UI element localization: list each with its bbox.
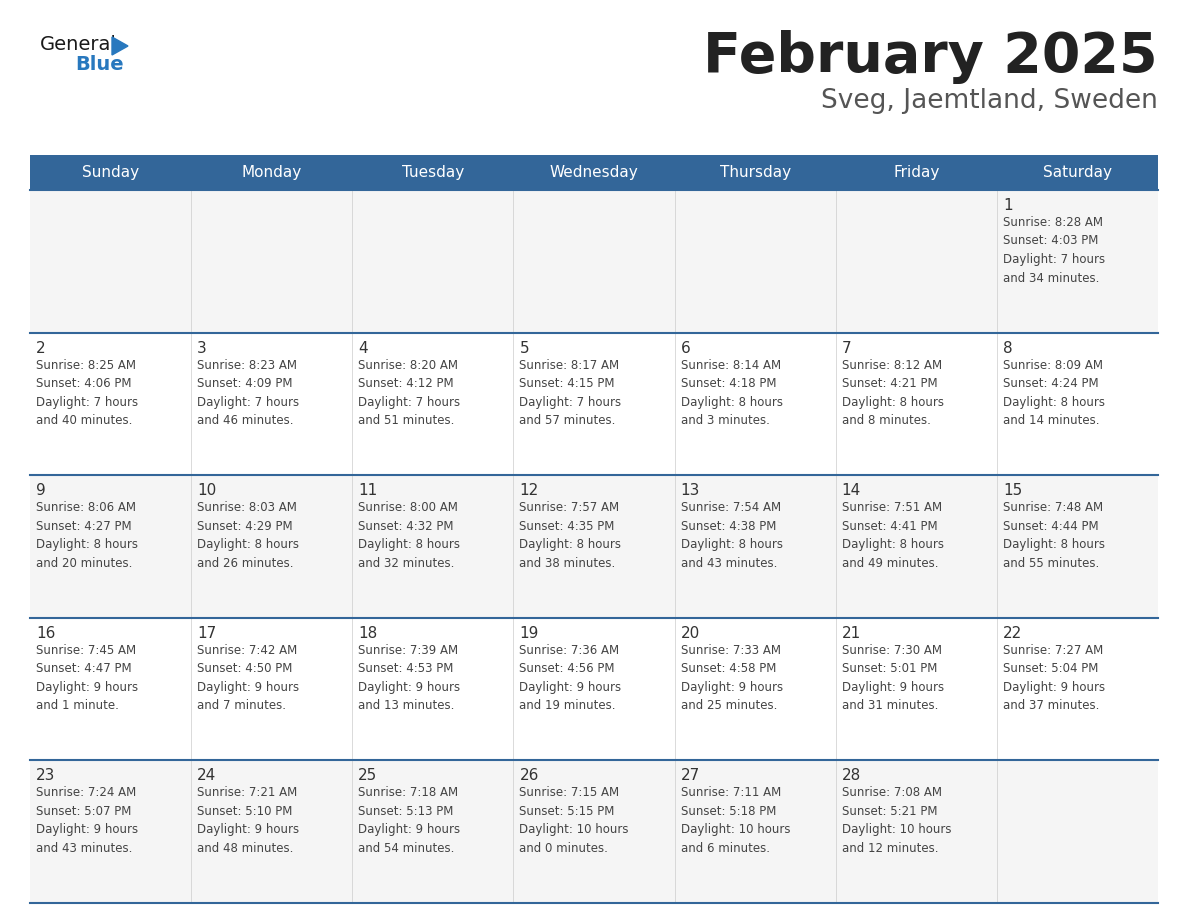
Text: Sunrise: 7:33 AM
Sunset: 4:58 PM
Daylight: 9 hours
and 25 minutes.: Sunrise: 7:33 AM Sunset: 4:58 PM Dayligh… bbox=[681, 644, 783, 712]
Text: 19: 19 bbox=[519, 626, 539, 641]
Text: 8: 8 bbox=[1003, 341, 1012, 355]
Text: Sunrise: 7:45 AM
Sunset: 4:47 PM
Daylight: 9 hours
and 1 minute.: Sunrise: 7:45 AM Sunset: 4:47 PM Dayligh… bbox=[36, 644, 138, 712]
Text: Blue: Blue bbox=[75, 55, 124, 74]
Text: Saturday: Saturday bbox=[1043, 165, 1112, 180]
Text: Tuesday: Tuesday bbox=[402, 165, 465, 180]
Text: Sunrise: 7:57 AM
Sunset: 4:35 PM
Daylight: 8 hours
and 38 minutes.: Sunrise: 7:57 AM Sunset: 4:35 PM Dayligh… bbox=[519, 501, 621, 570]
Text: 15: 15 bbox=[1003, 483, 1022, 498]
Text: Sunrise: 7:51 AM
Sunset: 4:41 PM
Daylight: 8 hours
and 49 minutes.: Sunrise: 7:51 AM Sunset: 4:41 PM Dayligh… bbox=[842, 501, 943, 570]
Text: 16: 16 bbox=[36, 626, 56, 641]
Text: 3: 3 bbox=[197, 341, 207, 355]
Text: Wednesday: Wednesday bbox=[550, 165, 638, 180]
Bar bbox=[30, 190, 1158, 332]
Text: Sunrise: 7:15 AM
Sunset: 5:15 PM
Daylight: 10 hours
and 0 minutes.: Sunrise: 7:15 AM Sunset: 5:15 PM Dayligh… bbox=[519, 787, 628, 855]
Text: Sunrise: 8:14 AM
Sunset: 4:18 PM
Daylight: 8 hours
and 3 minutes.: Sunrise: 8:14 AM Sunset: 4:18 PM Dayligh… bbox=[681, 359, 783, 427]
Text: Sunrise: 7:11 AM
Sunset: 5:18 PM
Daylight: 10 hours
and 6 minutes.: Sunrise: 7:11 AM Sunset: 5:18 PM Dayligh… bbox=[681, 787, 790, 855]
Text: Sunrise: 7:24 AM
Sunset: 5:07 PM
Daylight: 9 hours
and 43 minutes.: Sunrise: 7:24 AM Sunset: 5:07 PM Dayligh… bbox=[36, 787, 138, 855]
Text: Sunrise: 7:21 AM
Sunset: 5:10 PM
Daylight: 9 hours
and 48 minutes.: Sunrise: 7:21 AM Sunset: 5:10 PM Dayligh… bbox=[197, 787, 299, 855]
Text: 7: 7 bbox=[842, 341, 852, 355]
Text: Sunrise: 7:39 AM
Sunset: 4:53 PM
Daylight: 9 hours
and 13 minutes.: Sunrise: 7:39 AM Sunset: 4:53 PM Dayligh… bbox=[359, 644, 461, 712]
Text: 10: 10 bbox=[197, 483, 216, 498]
Text: 20: 20 bbox=[681, 626, 700, 641]
Text: 21: 21 bbox=[842, 626, 861, 641]
Bar bbox=[30, 155, 1158, 190]
Text: 23: 23 bbox=[36, 768, 56, 783]
Text: 5: 5 bbox=[519, 341, 529, 355]
Text: 28: 28 bbox=[842, 768, 861, 783]
Text: Sunrise: 8:12 AM
Sunset: 4:21 PM
Daylight: 8 hours
and 8 minutes.: Sunrise: 8:12 AM Sunset: 4:21 PM Dayligh… bbox=[842, 359, 943, 427]
Text: Monday: Monday bbox=[241, 165, 302, 180]
Text: 11: 11 bbox=[359, 483, 378, 498]
Text: Sunrise: 8:23 AM
Sunset: 4:09 PM
Daylight: 7 hours
and 46 minutes.: Sunrise: 8:23 AM Sunset: 4:09 PM Dayligh… bbox=[197, 359, 299, 427]
Text: 17: 17 bbox=[197, 626, 216, 641]
Text: Sunrise: 7:27 AM
Sunset: 5:04 PM
Daylight: 9 hours
and 37 minutes.: Sunrise: 7:27 AM Sunset: 5:04 PM Dayligh… bbox=[1003, 644, 1105, 712]
Text: Sunrise: 8:20 AM
Sunset: 4:12 PM
Daylight: 7 hours
and 51 minutes.: Sunrise: 8:20 AM Sunset: 4:12 PM Dayligh… bbox=[359, 359, 461, 427]
Text: Thursday: Thursday bbox=[720, 165, 791, 180]
Text: Sunrise: 8:00 AM
Sunset: 4:32 PM
Daylight: 8 hours
and 32 minutes.: Sunrise: 8:00 AM Sunset: 4:32 PM Dayligh… bbox=[359, 501, 460, 570]
Text: 24: 24 bbox=[197, 768, 216, 783]
Text: 6: 6 bbox=[681, 341, 690, 355]
Text: 13: 13 bbox=[681, 483, 700, 498]
Text: General: General bbox=[40, 35, 116, 54]
Text: Sunrise: 7:48 AM
Sunset: 4:44 PM
Daylight: 8 hours
and 55 minutes.: Sunrise: 7:48 AM Sunset: 4:44 PM Dayligh… bbox=[1003, 501, 1105, 570]
Text: Sunrise: 8:25 AM
Sunset: 4:06 PM
Daylight: 7 hours
and 40 minutes.: Sunrise: 8:25 AM Sunset: 4:06 PM Dayligh… bbox=[36, 359, 138, 427]
Text: 26: 26 bbox=[519, 768, 539, 783]
Text: 2: 2 bbox=[36, 341, 45, 355]
Bar bbox=[30, 760, 1158, 903]
Text: 22: 22 bbox=[1003, 626, 1022, 641]
Text: Sveg, Jaemtland, Sweden: Sveg, Jaemtland, Sweden bbox=[821, 88, 1158, 114]
Text: 14: 14 bbox=[842, 483, 861, 498]
Text: 9: 9 bbox=[36, 483, 46, 498]
Text: Sunrise: 7:36 AM
Sunset: 4:56 PM
Daylight: 9 hours
and 19 minutes.: Sunrise: 7:36 AM Sunset: 4:56 PM Dayligh… bbox=[519, 644, 621, 712]
Bar bbox=[30, 332, 1158, 476]
Text: 1: 1 bbox=[1003, 198, 1012, 213]
Text: Sunrise: 7:30 AM
Sunset: 5:01 PM
Daylight: 9 hours
and 31 minutes.: Sunrise: 7:30 AM Sunset: 5:01 PM Dayligh… bbox=[842, 644, 943, 712]
Text: Sunrise: 8:06 AM
Sunset: 4:27 PM
Daylight: 8 hours
and 20 minutes.: Sunrise: 8:06 AM Sunset: 4:27 PM Dayligh… bbox=[36, 501, 138, 570]
Bar bbox=[30, 618, 1158, 760]
Text: 18: 18 bbox=[359, 626, 378, 641]
Text: Sunrise: 8:03 AM
Sunset: 4:29 PM
Daylight: 8 hours
and 26 minutes.: Sunrise: 8:03 AM Sunset: 4:29 PM Dayligh… bbox=[197, 501, 299, 570]
Text: 27: 27 bbox=[681, 768, 700, 783]
Text: 12: 12 bbox=[519, 483, 538, 498]
Text: Sunrise: 7:18 AM
Sunset: 5:13 PM
Daylight: 9 hours
and 54 minutes.: Sunrise: 7:18 AM Sunset: 5:13 PM Dayligh… bbox=[359, 787, 461, 855]
Text: Sunrise: 7:54 AM
Sunset: 4:38 PM
Daylight: 8 hours
and 43 minutes.: Sunrise: 7:54 AM Sunset: 4:38 PM Dayligh… bbox=[681, 501, 783, 570]
Text: 4: 4 bbox=[359, 341, 368, 355]
Polygon shape bbox=[112, 37, 128, 55]
Text: Sunrise: 8:28 AM
Sunset: 4:03 PM
Daylight: 7 hours
and 34 minutes.: Sunrise: 8:28 AM Sunset: 4:03 PM Dayligh… bbox=[1003, 216, 1105, 285]
Text: Sunday: Sunday bbox=[82, 165, 139, 180]
Text: Sunrise: 7:42 AM
Sunset: 4:50 PM
Daylight: 9 hours
and 7 minutes.: Sunrise: 7:42 AM Sunset: 4:50 PM Dayligh… bbox=[197, 644, 299, 712]
Text: Friday: Friday bbox=[893, 165, 940, 180]
Text: Sunrise: 7:08 AM
Sunset: 5:21 PM
Daylight: 10 hours
and 12 minutes.: Sunrise: 7:08 AM Sunset: 5:21 PM Dayligh… bbox=[842, 787, 952, 855]
Text: 25: 25 bbox=[359, 768, 378, 783]
Text: February 2025: February 2025 bbox=[703, 30, 1158, 84]
Text: Sunrise: 8:17 AM
Sunset: 4:15 PM
Daylight: 7 hours
and 57 minutes.: Sunrise: 8:17 AM Sunset: 4:15 PM Dayligh… bbox=[519, 359, 621, 427]
Text: Sunrise: 8:09 AM
Sunset: 4:24 PM
Daylight: 8 hours
and 14 minutes.: Sunrise: 8:09 AM Sunset: 4:24 PM Dayligh… bbox=[1003, 359, 1105, 427]
Bar bbox=[30, 476, 1158, 618]
